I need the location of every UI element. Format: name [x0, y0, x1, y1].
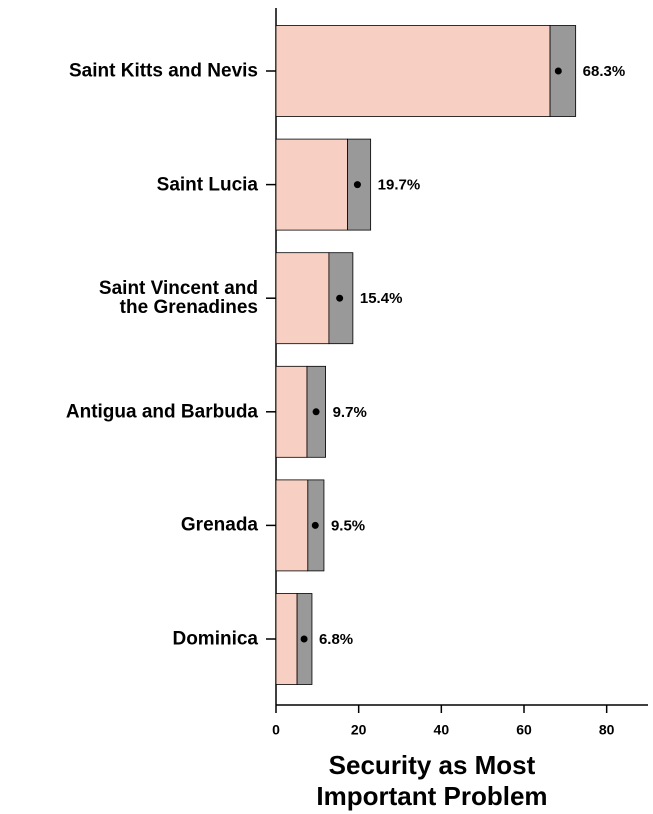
y-tick-label: Grenada [180, 514, 258, 536]
x-tick-label: 20 [351, 722, 367, 738]
value-label: 6.8% [319, 631, 353, 648]
x-tick-label: 0 [272, 722, 280, 738]
point [300, 635, 308, 643]
value-label: 68.3% [583, 63, 626, 80]
point [353, 181, 361, 189]
y-tick-label: Saint Vincent and the Grenadines [98, 278, 258, 319]
x-axis-title: Security as Most Important Problem [316, 750, 548, 812]
value-label: 9.5% [331, 517, 365, 534]
y-tick-label: Dominica [172, 628, 258, 650]
bar [275, 479, 309, 572]
value-label: 15.4% [360, 290, 403, 307]
point [554, 67, 562, 75]
bar [275, 138, 348, 231]
value-label: 19.7% [378, 177, 421, 194]
y-tick-label: Saint Lucia [156, 174, 258, 196]
x-tick-label: 60 [516, 722, 532, 738]
bar [275, 25, 551, 117]
y-tick-label: Antigua and Barbuda [65, 401, 258, 423]
x-tick-label: 80 [599, 722, 615, 738]
bar [275, 365, 308, 458]
point [311, 521, 319, 529]
ci-bar [549, 25, 577, 117]
bar [275, 252, 330, 345]
y-tick-label: Saint Kitts and Nevis [69, 60, 258, 82]
point [312, 408, 320, 416]
point [336, 294, 344, 302]
x-tick-label: 40 [434, 722, 450, 738]
value-label: 9.7% [333, 404, 367, 421]
bar [275, 593, 298, 685]
